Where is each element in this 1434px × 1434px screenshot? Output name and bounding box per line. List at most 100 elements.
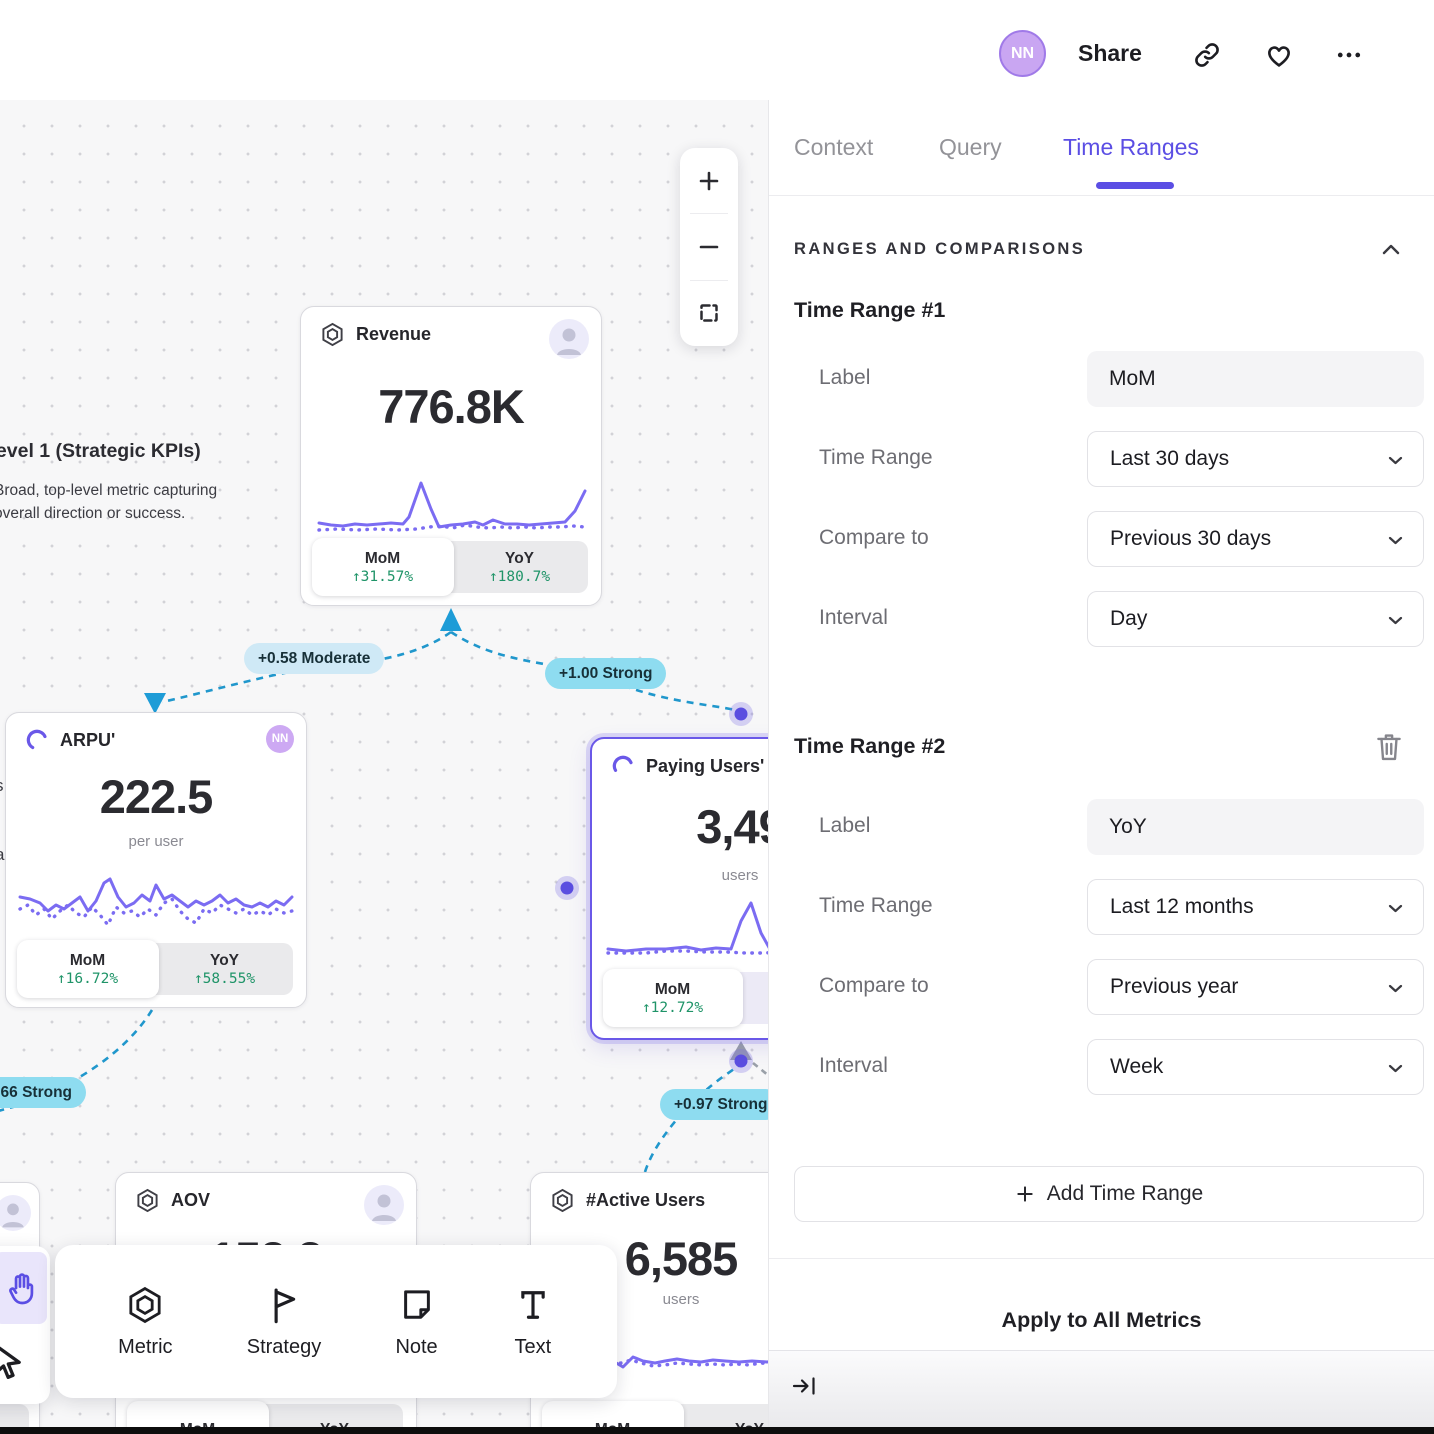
hand-tool-button[interactable] bbox=[0, 1252, 47, 1324]
comparison-tabs: MoM ↑12.72% bbox=[603, 969, 768, 1027]
comparison-tabs: MoM ↑31.57% YoY ↑180.7% bbox=[312, 538, 588, 596]
interval-select[interactable]: Week bbox=[1087, 1039, 1424, 1095]
field-label: Interval bbox=[819, 606, 888, 629]
fit-to-screen-button[interactable] bbox=[680, 281, 738, 346]
tab-yoy[interactable]: YoY ↑180.7% bbox=[488, 549, 551, 585]
owner-avatar-placeholder bbox=[549, 319, 589, 359]
tab-mom[interactable]: MoM ↑31.57% bbox=[351, 549, 414, 585]
zoom-out-button[interactable] bbox=[680, 214, 738, 279]
tab-yoy[interactable]: YoY ↑58.55% bbox=[193, 951, 256, 987]
tab-time-ranges[interactable]: Time Ranges bbox=[1063, 134, 1199, 160]
chevron-down-icon bbox=[1388, 456, 1403, 465]
connection-handle[interactable] bbox=[729, 1049, 753, 1073]
metric-value: 222.5 bbox=[99, 770, 214, 823]
copy-link-icon[interactable] bbox=[1192, 40, 1222, 70]
clipped-text-fragment: a bbox=[0, 845, 4, 865]
tool-metric[interactable]: Metric bbox=[118, 1284, 173, 1359]
plus-icon bbox=[1017, 1186, 1033, 1202]
apply-to-all-metrics-button[interactable]: Apply to All Metrics bbox=[1001, 1308, 1202, 1332]
group-note-line1: Broad, top-level metric capturing bbox=[0, 482, 218, 499]
metric-value: 3,49 bbox=[696, 800, 768, 853]
tool-note[interactable]: Note bbox=[395, 1284, 438, 1359]
panel-footer-bar bbox=[769, 1350, 1434, 1428]
connection-handle[interactable] bbox=[729, 702, 753, 726]
correlation-badge: 66 Strong bbox=[0, 1077, 86, 1108]
field-label: Compare to bbox=[819, 974, 929, 997]
card-title: AOV bbox=[171, 1190, 211, 1210]
delta-value: ↑58.55% bbox=[193, 970, 256, 987]
metric-card-revenue[interactable]: Revenue 776.8K MoM ↑31.57% YoY ↑180.7% bbox=[300, 306, 602, 606]
section-ranges-and-comparisons: RANGES AND COMPARISONS bbox=[794, 240, 1086, 258]
flag-icon bbox=[274, 1288, 296, 1324]
panel-tabs: Context Query Time Ranges bbox=[769, 100, 1434, 196]
tab-mom[interactable]: MoM ↑16.72% bbox=[56, 951, 119, 987]
delta-value: ↑180.7% bbox=[488, 568, 551, 585]
field-label: Interval bbox=[819, 1054, 888, 1077]
screen-bottom-strip bbox=[0, 1427, 1434, 1434]
tab-context[interactable]: Context bbox=[794, 134, 874, 160]
comparison-tabs: MoM ↑16.72% YoY ↑58.55% bbox=[17, 940, 293, 998]
tab-mom[interactable]: MoM ↑12.72% bbox=[641, 980, 704, 1016]
chevron-down-icon bbox=[1388, 1064, 1403, 1073]
metric-card-arpu[interactable]: ARPU' NN 222.5 per user MoM ↑16.72% YoY … bbox=[5, 712, 307, 1008]
card-title: Paying Users' bbox=[646, 755, 765, 776]
chevron-down-icon bbox=[1388, 616, 1403, 625]
time-range-select[interactable]: Last 30 days bbox=[1087, 431, 1424, 487]
time-range-select[interactable]: Last 12 months bbox=[1087, 879, 1424, 935]
text-icon bbox=[521, 1291, 545, 1319]
canvas-toolbar: Metric Strategy Note Text bbox=[55, 1245, 617, 1398]
field-label: Label bbox=[819, 814, 871, 837]
compare-to-select[interactable]: Previous year bbox=[1087, 959, 1424, 1015]
compare-to-select[interactable]: Previous 30 days bbox=[1087, 511, 1424, 567]
chevron-down-icon bbox=[1388, 904, 1403, 913]
share-button[interactable]: Share bbox=[1078, 40, 1142, 66]
arrowhead-into-arpu bbox=[144, 693, 166, 714]
card-title: ARPU' bbox=[60, 729, 116, 750]
loading-arc-icon bbox=[612, 755, 634, 777]
active-tab-pill bbox=[17, 940, 160, 998]
active-tab-pill bbox=[603, 969, 744, 1027]
metric-value: 776.8K bbox=[378, 380, 525, 433]
chevron-down-icon bbox=[1388, 536, 1403, 545]
owner-avatar-placeholder bbox=[0, 1195, 31, 1231]
zoom-in-button[interactable] bbox=[680, 148, 738, 213]
delete-time-range-icon[interactable] bbox=[1374, 730, 1404, 764]
collapse-panel-icon[interactable] bbox=[791, 1373, 819, 1399]
cursor-icon bbox=[0, 1346, 21, 1379]
delta-value: ↑16.72% bbox=[56, 970, 119, 987]
metric-value: 6,585 bbox=[624, 1232, 739, 1285]
sparkline bbox=[606, 901, 768, 955]
card-title: Revenue bbox=[356, 324, 432, 344]
connection-handle[interactable] bbox=[555, 876, 579, 900]
select-tool-button[interactable] bbox=[0, 1332, 36, 1396]
chevron-down-icon bbox=[1388, 984, 1403, 993]
tool-strategy[interactable]: Strategy bbox=[247, 1284, 321, 1359]
metric-tree-canvas[interactable]: +0.58 Moderate +1.00 Strong +0.97 Strong… bbox=[0, 100, 768, 1434]
more-options-icon[interactable] bbox=[1334, 40, 1364, 70]
active-tab-pill bbox=[312, 538, 455, 596]
interval-select[interactable]: Day bbox=[1087, 591, 1424, 647]
metric-card-paying-users[interactable]: Paying Users' 3,49 users MoM ↑12.72% bbox=[590, 737, 768, 1040]
fit-screen-icon bbox=[700, 304, 718, 323]
arrowhead-into-paying-users bbox=[730, 1041, 752, 1060]
clipped-text-fragment: s bbox=[0, 776, 4, 796]
time-range-2-title: Time Range #2 bbox=[794, 734, 946, 758]
active-tab-underline bbox=[1096, 182, 1174, 189]
minus-icon bbox=[699, 245, 719, 249]
tab-query[interactable]: Query bbox=[939, 134, 1002, 160]
metric-unit: users bbox=[662, 1291, 700, 1308]
chevron-up-icon[interactable] bbox=[1381, 242, 1401, 256]
field-label: Compare to bbox=[819, 526, 929, 549]
editor-presence-badge: NN bbox=[266, 725, 294, 753]
tool-text[interactable]: Text bbox=[512, 1284, 554, 1359]
hand-icon bbox=[8, 1273, 33, 1305]
user-avatar[interactable]: NN bbox=[999, 30, 1046, 77]
arrowhead-into-revenue bbox=[440, 608, 462, 631]
settings-panel: Context Query Time Ranges RANGES AND COM… bbox=[768, 100, 1434, 1434]
label-input[interactable]: MoM bbox=[1087, 351, 1424, 407]
favorite-heart-icon[interactable] bbox=[1264, 40, 1294, 70]
plus-icon bbox=[699, 171, 719, 190]
label-input[interactable]: YoY bbox=[1087, 799, 1424, 855]
add-time-range-button[interactable]: Add Time Range bbox=[794, 1166, 1424, 1222]
metric-unit: per user bbox=[128, 833, 184, 850]
